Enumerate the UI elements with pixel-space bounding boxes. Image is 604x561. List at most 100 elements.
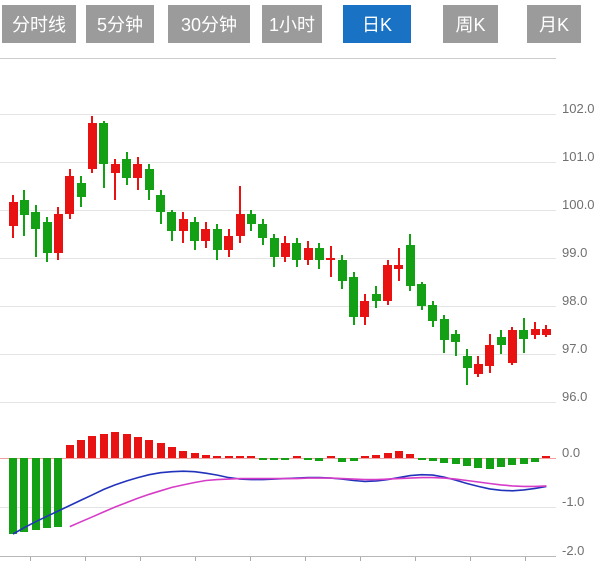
candle bbox=[337, 259, 347, 282]
candle bbox=[133, 163, 143, 179]
candle bbox=[53, 214, 63, 253]
macd-histogram-bar bbox=[474, 458, 483, 468]
tab-weekly-k[interactable]: 周K bbox=[443, 5, 498, 43]
chart-top-border bbox=[0, 58, 556, 59]
x-axis-tick bbox=[415, 557, 416, 561]
candle bbox=[122, 159, 131, 179]
macd-histogram-bar bbox=[54, 458, 63, 527]
macd-histogram-bar bbox=[65, 444, 74, 458]
x-axis-tick bbox=[305, 557, 306, 561]
candle bbox=[394, 264, 404, 270]
candle bbox=[144, 168, 154, 191]
macd-histogram-bar bbox=[292, 456, 301, 458]
price-gridline bbox=[0, 209, 556, 211]
macd-histogram-bar bbox=[20, 458, 29, 532]
macd-histogram-bar bbox=[111, 432, 120, 458]
price-gridline bbox=[0, 401, 556, 403]
candle bbox=[519, 330, 529, 339]
price-axis-label: 96.0 bbox=[562, 388, 588, 404]
candle bbox=[31, 211, 41, 229]
x-axis-tick bbox=[85, 557, 86, 561]
candle bbox=[303, 247, 313, 260]
candle bbox=[212, 228, 222, 251]
candle bbox=[451, 334, 461, 343]
x-axis-tick bbox=[30, 557, 31, 561]
tab-monthly-k[interactable]: 月K bbox=[527, 5, 581, 43]
tab-5min[interactable]: 5分钟 bbox=[86, 5, 154, 43]
x-axis-tick bbox=[360, 557, 361, 561]
candle bbox=[314, 247, 324, 260]
macd-histogram-bar bbox=[497, 458, 506, 467]
candle bbox=[417, 284, 427, 307]
candle bbox=[42, 221, 52, 253]
macd-histogram-bar bbox=[133, 436, 142, 458]
macd-histogram-bar bbox=[349, 458, 358, 461]
price-axis-label: 99.0 bbox=[562, 244, 588, 260]
x-axis-tick bbox=[140, 557, 141, 561]
macd-histogram-bar bbox=[77, 439, 86, 458]
candle bbox=[496, 336, 506, 346]
price-axis-label: 102.0 bbox=[562, 100, 595, 116]
candle bbox=[349, 276, 358, 318]
candle bbox=[473, 363, 483, 374]
macd-histogram-bar bbox=[519, 458, 528, 464]
macd-histogram-bar bbox=[360, 456, 369, 458]
macd-histogram-bar bbox=[417, 458, 426, 460]
candle bbox=[405, 244, 415, 287]
macd-histogram-bar bbox=[88, 435, 97, 458]
candle bbox=[224, 235, 234, 251]
macd-histogram-bar bbox=[281, 458, 290, 460]
price-axis-label: 98.0 bbox=[562, 292, 588, 308]
macd-histogram-bar bbox=[190, 453, 199, 458]
macd-gridline bbox=[0, 507, 556, 508]
candle bbox=[87, 123, 97, 169]
macd-axis-label: 0.0 bbox=[562, 445, 581, 460]
macd-histogram-bar bbox=[247, 456, 256, 458]
tab-daily-k[interactable]: 日K bbox=[343, 5, 411, 43]
candle bbox=[280, 243, 290, 258]
macd-histogram-bar bbox=[43, 458, 52, 529]
candle bbox=[326, 257, 336, 260]
price-gridline bbox=[0, 257, 556, 259]
macd-histogram-bar bbox=[383, 453, 392, 458]
candle-wick bbox=[114, 159, 117, 200]
candle bbox=[76, 183, 86, 198]
macd-axis-label: -1.0 bbox=[562, 494, 585, 509]
macd-histogram-bar bbox=[270, 458, 279, 461]
macd-histogram-bar bbox=[315, 458, 324, 461]
macd-histogram-bar bbox=[531, 458, 540, 462]
price-axis-label: 101.0 bbox=[562, 148, 595, 164]
candle bbox=[190, 221, 200, 241]
tab-1hour[interactable]: 1小时 bbox=[262, 5, 322, 43]
tab-timeline[interactable]: 分时线 bbox=[2, 5, 76, 43]
price-axis-label: 97.0 bbox=[562, 340, 588, 356]
macd-histogram-bar bbox=[236, 455, 244, 458]
candle bbox=[462, 355, 472, 368]
price-gridline bbox=[0, 161, 556, 163]
macd-histogram-bar bbox=[428, 458, 437, 461]
candle bbox=[371, 293, 381, 301]
tab-30min[interactable]: 30分钟 bbox=[168, 5, 250, 43]
macd-histogram-bar bbox=[179, 450, 188, 458]
candle-wick bbox=[454, 329, 457, 356]
macd-histogram-bar bbox=[440, 458, 449, 463]
macd-histogram-bar bbox=[508, 458, 517, 466]
x-axis-tick bbox=[470, 557, 471, 561]
dif-line bbox=[12, 470, 547, 535]
macd-histogram-bar bbox=[99, 433, 108, 458]
macd-histogram-bar bbox=[156, 443, 165, 458]
candle bbox=[292, 243, 302, 260]
macd-histogram-bar bbox=[145, 439, 154, 458]
candle bbox=[246, 214, 256, 224]
dea-line bbox=[69, 476, 547, 528]
candle bbox=[428, 304, 438, 322]
macd-histogram-bar bbox=[201, 455, 210, 458]
candle bbox=[439, 319, 449, 340]
candle bbox=[360, 300, 370, 318]
macd-histogram-bar bbox=[451, 458, 460, 465]
x-axis-line bbox=[0, 556, 556, 557]
candle bbox=[507, 330, 517, 363]
price-gridline bbox=[0, 113, 556, 115]
